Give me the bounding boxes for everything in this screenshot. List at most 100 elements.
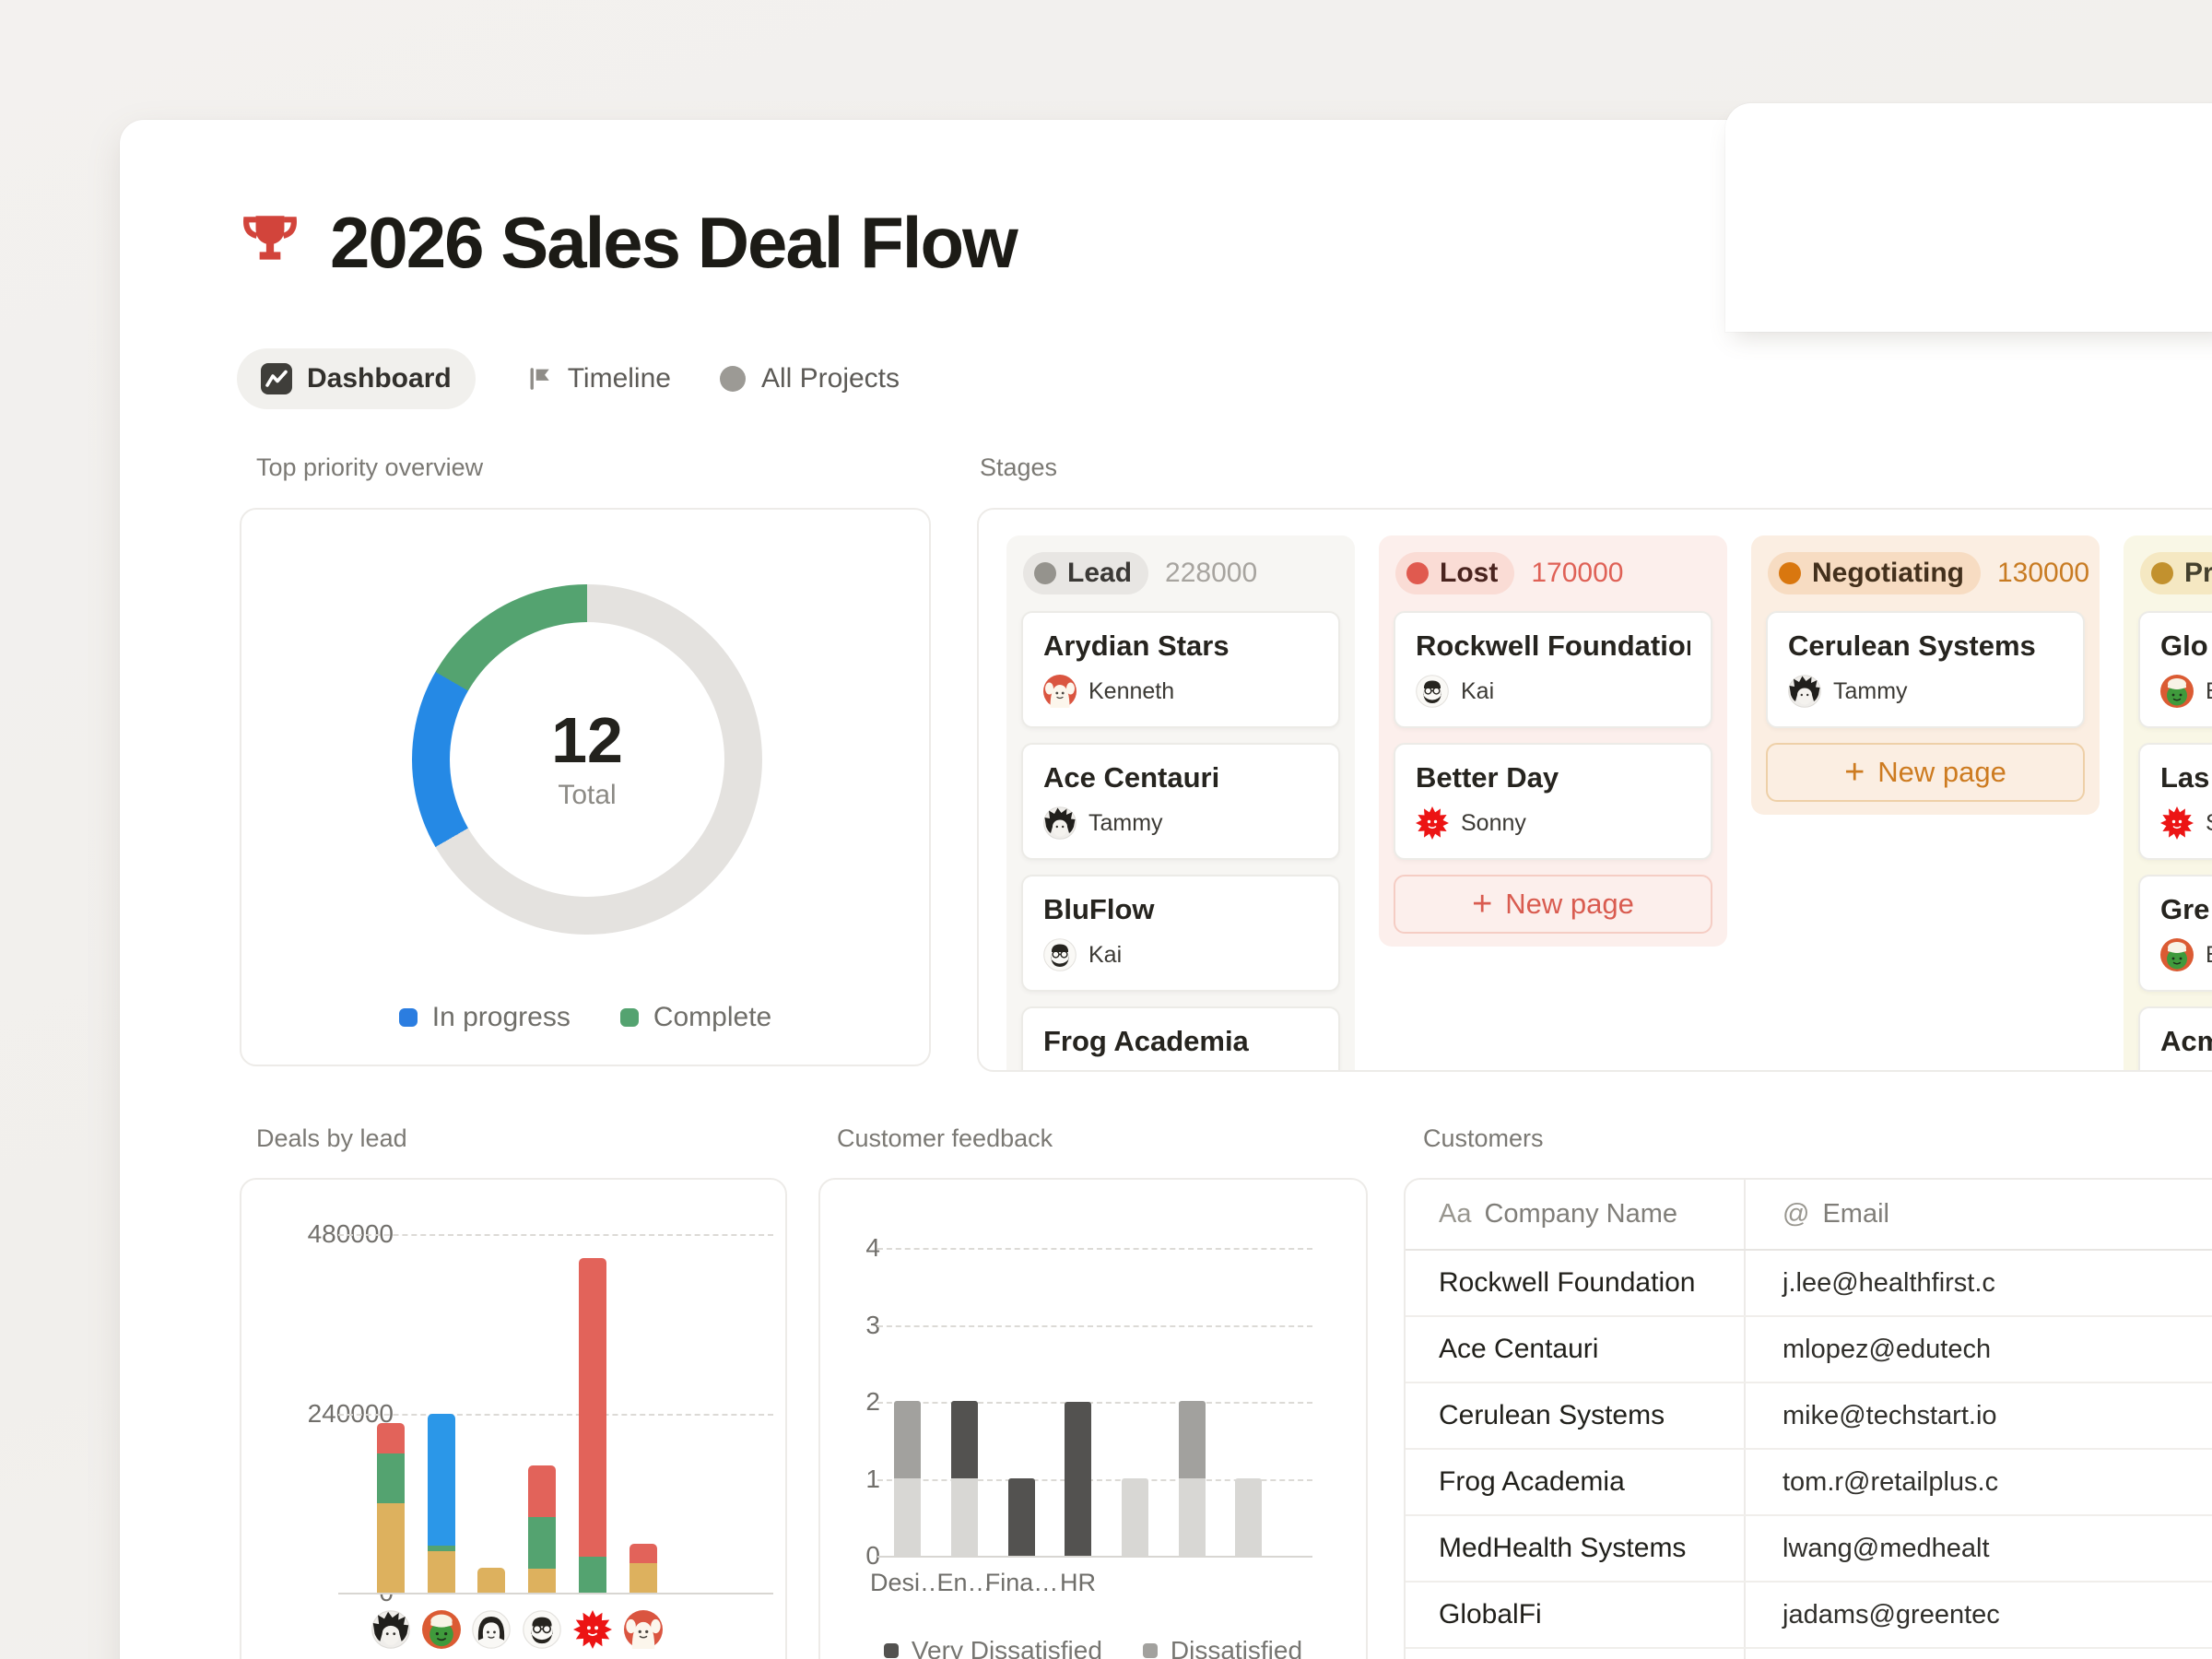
stage-dot-icon [2151, 562, 2173, 584]
deal-card[interactable]: Gre B [2138, 875, 2212, 992]
table-row[interactable]: MedHealth Systems lwang@medhealt [1406, 1516, 2212, 1583]
table-row[interactable]: Cerulean Systems mike@techstart.io [1406, 1383, 2212, 1450]
stage-total: 228000 [1165, 558, 1258, 588]
stage-column-header: Lost 170000 [1395, 552, 1712, 594]
gridline [877, 1402, 1312, 1404]
section-label-customer-feedback: Customer feedback [837, 1124, 1053, 1152]
table-row[interactable]: Rockwell Foundation j.lee@healthfirst.c [1406, 1251, 2212, 1317]
stage-total: 130000 [1997, 558, 2090, 588]
cell-company-name: MedHealth Systems [1439, 1533, 1687, 1563]
deal-card[interactable]: Arydian Stars Kenneth [1021, 611, 1340, 728]
bar-segment [579, 1557, 606, 1593]
cell-company-name: Rockwell Foundation [1439, 1267, 1696, 1298]
person-name: Kai [1088, 941, 1123, 968]
legend-label: Complete [653, 1002, 772, 1032]
avatar-kai-icon [1043, 938, 1077, 971]
column-header-label: Email [1822, 1199, 1889, 1229]
deal-card[interactable]: Rockwell Foundation Kai [1394, 611, 1712, 728]
legend-label: In progress [431, 1002, 571, 1032]
new-page-button[interactable]: + New page [1394, 875, 1712, 934]
tab-dashboard[interactable]: Dashboard [237, 348, 476, 409]
table-row[interactable]: Ace Centauri mlopez@edutech [1406, 1317, 2212, 1383]
bar-segment [629, 1544, 657, 1563]
legend-swatch [1142, 1643, 1158, 1658]
cell-email: jadams@greentec [1783, 1599, 2000, 1630]
avatar-kenneth-icon [2160, 1070, 2194, 1072]
y-axis-tick: 240000 [307, 1398, 394, 1428]
deal-card[interactable]: Acm K [2138, 1006, 2212, 1072]
bar-segment [377, 1423, 405, 1453]
cell-email: j.lee@healthfirst.c [1783, 1267, 1995, 1298]
avatar-sonny-icon [573, 1610, 612, 1649]
stage-column-header: Pr [2140, 552, 2212, 594]
trophy-icon [240, 210, 300, 271]
deal-person: Brian [1043, 1070, 1318, 1072]
feedback-legend: Very Dissatisfied Dissatisfied [820, 1636, 1366, 1659]
column-header-email[interactable]: @ Email [1744, 1180, 2212, 1249]
avatar-kai-icon [1416, 675, 1449, 708]
legend-item-dissatisfied: Dissatisfied [1142, 1636, 1303, 1659]
bar-segment [377, 1503, 405, 1593]
deal-person: Tammy [1788, 675, 2063, 708]
stage-column-header: Lead 228000 [1023, 552, 1340, 594]
cell-email: lwang@medhealt [1783, 1533, 1990, 1563]
bar-segment [579, 1258, 606, 1557]
donut-total-label: Total [558, 780, 617, 810]
table-row[interactable]: GlobalFi jadams@greentec [1406, 1583, 2212, 1649]
deal-person: S [2160, 806, 2212, 840]
stage-name: Lead [1067, 558, 1133, 588]
stage-badge-lead: Lead [1023, 552, 1149, 594]
tab-all-projects[interactable]: All Projects [719, 363, 900, 394]
bar-segment [894, 1401, 921, 1478]
legend-label: Dissatisfied [1170, 1636, 1303, 1659]
deal-company-name: Arydian Stars [1043, 629, 1230, 662]
cell-company-name: Frog Academia [1439, 1466, 1625, 1497]
x-axis-label: Desi… [869, 1569, 945, 1596]
person-name: Sonny [1461, 809, 1526, 836]
deal-person: Kenneth [1043, 675, 1318, 708]
table-row[interactable]: Frog Academia tom.r@retailplus.c [1406, 1450, 2212, 1516]
deal-company-name: Acm [2160, 1025, 2212, 1057]
bar-segment [1179, 1478, 1206, 1556]
stages-board: Lead 228000 Arydian Stars Kenneth Ace Centau… [977, 508, 2212, 1072]
deal-company-name: Las [2160, 761, 2210, 794]
avatar-brian-icon [422, 1610, 461, 1649]
bar-segment [629, 1563, 657, 1593]
x-axis-label: HR [1060, 1569, 1096, 1596]
deal-card[interactable]: Cerulean Systems Tammy [1766, 611, 2085, 728]
deal-person: K [2160, 1070, 2212, 1072]
deal-card[interactable]: Ace Centauri Tammy [1021, 743, 1340, 860]
column-header-company-name[interactable]: Aa Company Name [1406, 1180, 1744, 1249]
deal-card[interactable]: Better Day Sonny [1394, 743, 1712, 860]
customer-feedback-card: Very Dissatisfied Dissatisfied 4 3 2 1 0 Desi…… [818, 1178, 1368, 1659]
avatar-tammy-icon [1043, 806, 1077, 840]
text-property-icon: Aa [1439, 1199, 1472, 1229]
bar-segment [951, 1478, 978, 1556]
flag-icon [524, 364, 553, 394]
gridline [877, 1478, 1312, 1481]
stage-column-negotiating: Negotiating 130000 Cerulean Systems Tammy + N… [1751, 535, 2100, 815]
person-name: Tammy [1088, 809, 1163, 836]
donut-total-value: 12 [551, 704, 623, 776]
deal-company-name: Ace Centauri [1043, 761, 1220, 794]
cell-company-name: GlobalFi [1439, 1599, 1542, 1630]
gridline [338, 1413, 773, 1416]
page-title: 2026 Sales Deal Flow [330, 202, 1018, 283]
table-body: Rockwell Foundation j.lee@healthfirst.c Ac… [1406, 1251, 2212, 1649]
stage-total: 170000 [1531, 558, 1624, 588]
view-tabs: Dashboard Timeline All Projects [237, 348, 900, 409]
cell-email: tom.r@retailplus.c [1783, 1466, 1999, 1497]
deal-card[interactable]: Glo B [2138, 611, 2212, 728]
deal-card[interactable]: Frog Academia Brian [1021, 1006, 1340, 1072]
deal-card[interactable]: BluFlow Kai [1021, 875, 1340, 992]
email-property-icon: @ [1783, 1199, 1810, 1229]
donut-chart: 12 Total [412, 584, 762, 935]
bar-segment [1008, 1478, 1035, 1556]
new-page-button[interactable]: + New page [1766, 743, 2085, 802]
avatar-tammy-icon [371, 1610, 410, 1649]
tab-timeline[interactable]: Timeline [524, 363, 671, 394]
person-name: B [2206, 678, 2212, 705]
person-name: B [2206, 942, 2212, 969]
avatar-sonny-icon [2160, 806, 2194, 840]
deal-card[interactable]: Las S [2138, 743, 2212, 860]
